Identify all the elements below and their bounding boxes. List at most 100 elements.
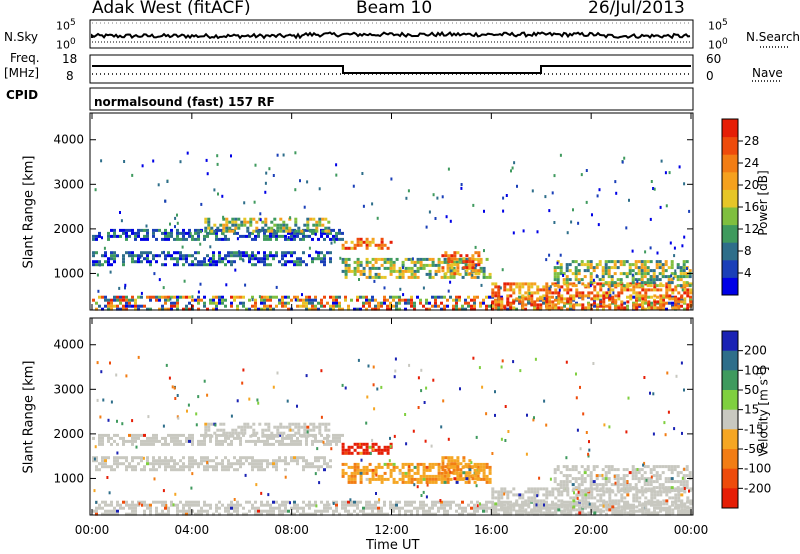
velocity-cell <box>299 442 302 446</box>
power-cell <box>404 266 408 270</box>
power-cell <box>501 268 504 272</box>
power-cell <box>464 301 467 305</box>
velocity-cell <box>665 511 669 515</box>
power-cell <box>158 295 161 299</box>
velocity-cell <box>449 506 452 510</box>
velocity-cell <box>356 512 359 516</box>
power-cell <box>565 269 569 273</box>
velocity-cell <box>248 439 251 443</box>
velocity-cell <box>141 503 143 507</box>
power-cell <box>182 231 185 235</box>
power-cell <box>674 295 677 299</box>
power-cell <box>658 272 662 276</box>
velocity-cell <box>434 503 437 507</box>
power-cell <box>664 275 668 279</box>
velocity-cell <box>210 434 214 438</box>
power-cell <box>329 295 332 299</box>
velocity-cell <box>365 468 369 472</box>
velocity-cell <box>389 506 392 510</box>
velocity-cell <box>162 489 165 493</box>
velocity-cell <box>530 511 534 515</box>
velocity-cell <box>347 503 350 507</box>
velocity-cell <box>656 499 660 503</box>
power-cell <box>443 307 446 311</box>
velocity-cell <box>251 465 254 469</box>
power-cell <box>491 307 494 311</box>
velocity-cell <box>401 480 405 484</box>
velocity-cell <box>649 468 653 472</box>
velocity-cell <box>458 506 461 510</box>
velocity-cell <box>356 465 360 469</box>
velocity-cell <box>632 511 636 515</box>
velocity-cell <box>131 509 134 513</box>
velocity-cell <box>589 480 593 484</box>
nsky-trace <box>91 30 691 40</box>
power-cell <box>137 234 140 238</box>
velocity-cell <box>643 461 646 465</box>
power-cell <box>419 301 422 305</box>
velocity-cell <box>437 465 441 469</box>
power-cell <box>485 307 488 311</box>
power-cell <box>571 284 575 288</box>
velocity-cell <box>293 503 296 507</box>
power-cell <box>597 223 600 227</box>
velocity-cell <box>616 468 620 472</box>
power-cell <box>287 301 290 305</box>
velocity-cell <box>173 459 176 463</box>
power-cell <box>95 301 98 305</box>
velocity-cell <box>548 493 552 497</box>
power-cell <box>628 198 630 202</box>
power-cell <box>335 173 338 177</box>
power-cell <box>398 307 401 311</box>
power-cell <box>119 301 122 305</box>
velocity-cell <box>293 506 296 510</box>
velocity-cell <box>566 505 570 509</box>
power-cell <box>398 295 401 299</box>
power-cell <box>317 301 320 305</box>
velocity-cell <box>101 436 104 440</box>
velocity-cell <box>311 439 314 443</box>
power-cell <box>458 295 461 299</box>
power-cell <box>488 304 491 308</box>
velocity-cell <box>170 500 173 504</box>
power-cell <box>667 266 671 270</box>
velocity-cell <box>299 506 302 510</box>
power-cell <box>386 307 389 311</box>
velocity-cell <box>197 462 200 466</box>
power-cell <box>281 234 284 238</box>
power-cell <box>344 269 348 273</box>
power-cell <box>503 304 506 308</box>
power-cell <box>368 301 371 305</box>
velocity-xtick-label: 08:00 <box>274 523 309 537</box>
velocity-cell <box>275 500 278 504</box>
velocity-cell <box>260 465 263 469</box>
velocity-cell <box>623 511 627 515</box>
velocity-cell <box>506 502 510 506</box>
power-cell <box>524 295 527 299</box>
velocity-cell <box>503 492 506 496</box>
power-cell <box>449 295 452 299</box>
power-cell <box>577 278 581 282</box>
velocity-cell <box>632 496 636 500</box>
power-cell <box>362 204 365 208</box>
velocity-cell <box>663 421 666 425</box>
power-cell <box>104 251 107 255</box>
velocity-cell <box>667 477 671 481</box>
velocity-cell <box>296 509 299 513</box>
velocity-cell <box>592 468 596 472</box>
power-cell <box>266 237 269 241</box>
power-cell <box>194 231 197 235</box>
power-cell <box>365 243 369 247</box>
velocity-cell <box>458 512 461 516</box>
power-cell <box>293 234 296 238</box>
power-cell <box>637 260 641 264</box>
velocity-cell <box>365 506 368 510</box>
power-cell <box>548 291 552 295</box>
velocity-cell <box>574 486 578 490</box>
velocity-cell <box>98 442 101 446</box>
nsearch-tick-bottom: 100 <box>708 37 728 52</box>
velocity-cell <box>140 442 143 446</box>
power-cell <box>161 251 164 255</box>
velocity-cell <box>164 456 167 460</box>
velocity-cell <box>482 468 486 472</box>
